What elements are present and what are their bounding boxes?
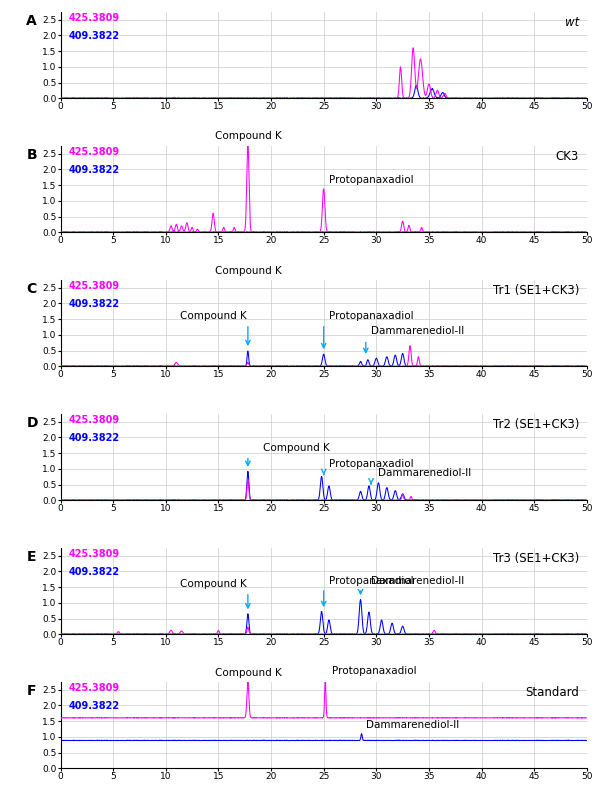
Text: Tr1 (SE1+CK3): Tr1 (SE1+CK3) (492, 284, 579, 297)
Text: Protopanaxadiol: Protopanaxadiol (329, 459, 414, 469)
Text: CK3: CK3 (556, 150, 579, 163)
Text: 425.3809: 425.3809 (68, 683, 120, 693)
Text: Compound K: Compound K (215, 668, 281, 678)
Text: Protopanaxadiol: Protopanaxadiol (329, 175, 414, 185)
Text: Protopanaxadiol: Protopanaxadiol (329, 576, 414, 585)
Text: Tr3 (SE1+CK3): Tr3 (SE1+CK3) (492, 552, 579, 565)
Text: 409.3822: 409.3822 (68, 701, 120, 710)
Text: Tr2 (SE1+CK3): Tr2 (SE1+CK3) (492, 418, 579, 431)
Text: B: B (26, 147, 37, 162)
Text: Protopanaxadiol: Protopanaxadiol (332, 665, 417, 676)
Text: 425.3809: 425.3809 (68, 13, 120, 23)
Text: E: E (26, 550, 36, 564)
Text: Dammarenediol-II: Dammarenediol-II (371, 576, 464, 585)
Text: 425.3809: 425.3809 (68, 280, 120, 291)
Text: Compound K: Compound K (180, 310, 246, 321)
Text: 409.3822: 409.3822 (68, 165, 120, 175)
Text: 409.3822: 409.3822 (68, 567, 120, 577)
Text: 409.3822: 409.3822 (68, 433, 120, 443)
Text: C: C (26, 282, 36, 295)
Text: 425.3809: 425.3809 (68, 147, 120, 157)
Text: Dammarenediol-II: Dammarenediol-II (378, 468, 472, 478)
Text: wt: wt (564, 16, 579, 29)
Text: Standard: Standard (525, 686, 579, 699)
Text: Dammarenediol-II: Dammarenediol-II (371, 326, 464, 337)
Text: 425.3809: 425.3809 (68, 549, 120, 558)
Text: Dammarenediol-II: Dammarenediol-II (366, 720, 459, 730)
Text: Compound K: Compound K (180, 579, 246, 588)
Text: D: D (26, 416, 38, 429)
Text: 425.3809: 425.3809 (68, 415, 120, 425)
Text: F: F (26, 683, 36, 698)
Text: Compound K: Compound K (263, 443, 329, 453)
Text: 409.3822: 409.3822 (68, 31, 120, 41)
Text: Compound K: Compound K (215, 266, 281, 276)
Text: 409.3822: 409.3822 (68, 299, 120, 309)
Text: A: A (26, 13, 37, 28)
Text: Protopanaxadiol: Protopanaxadiol (329, 310, 414, 321)
Text: Compound K: Compound K (215, 131, 281, 140)
